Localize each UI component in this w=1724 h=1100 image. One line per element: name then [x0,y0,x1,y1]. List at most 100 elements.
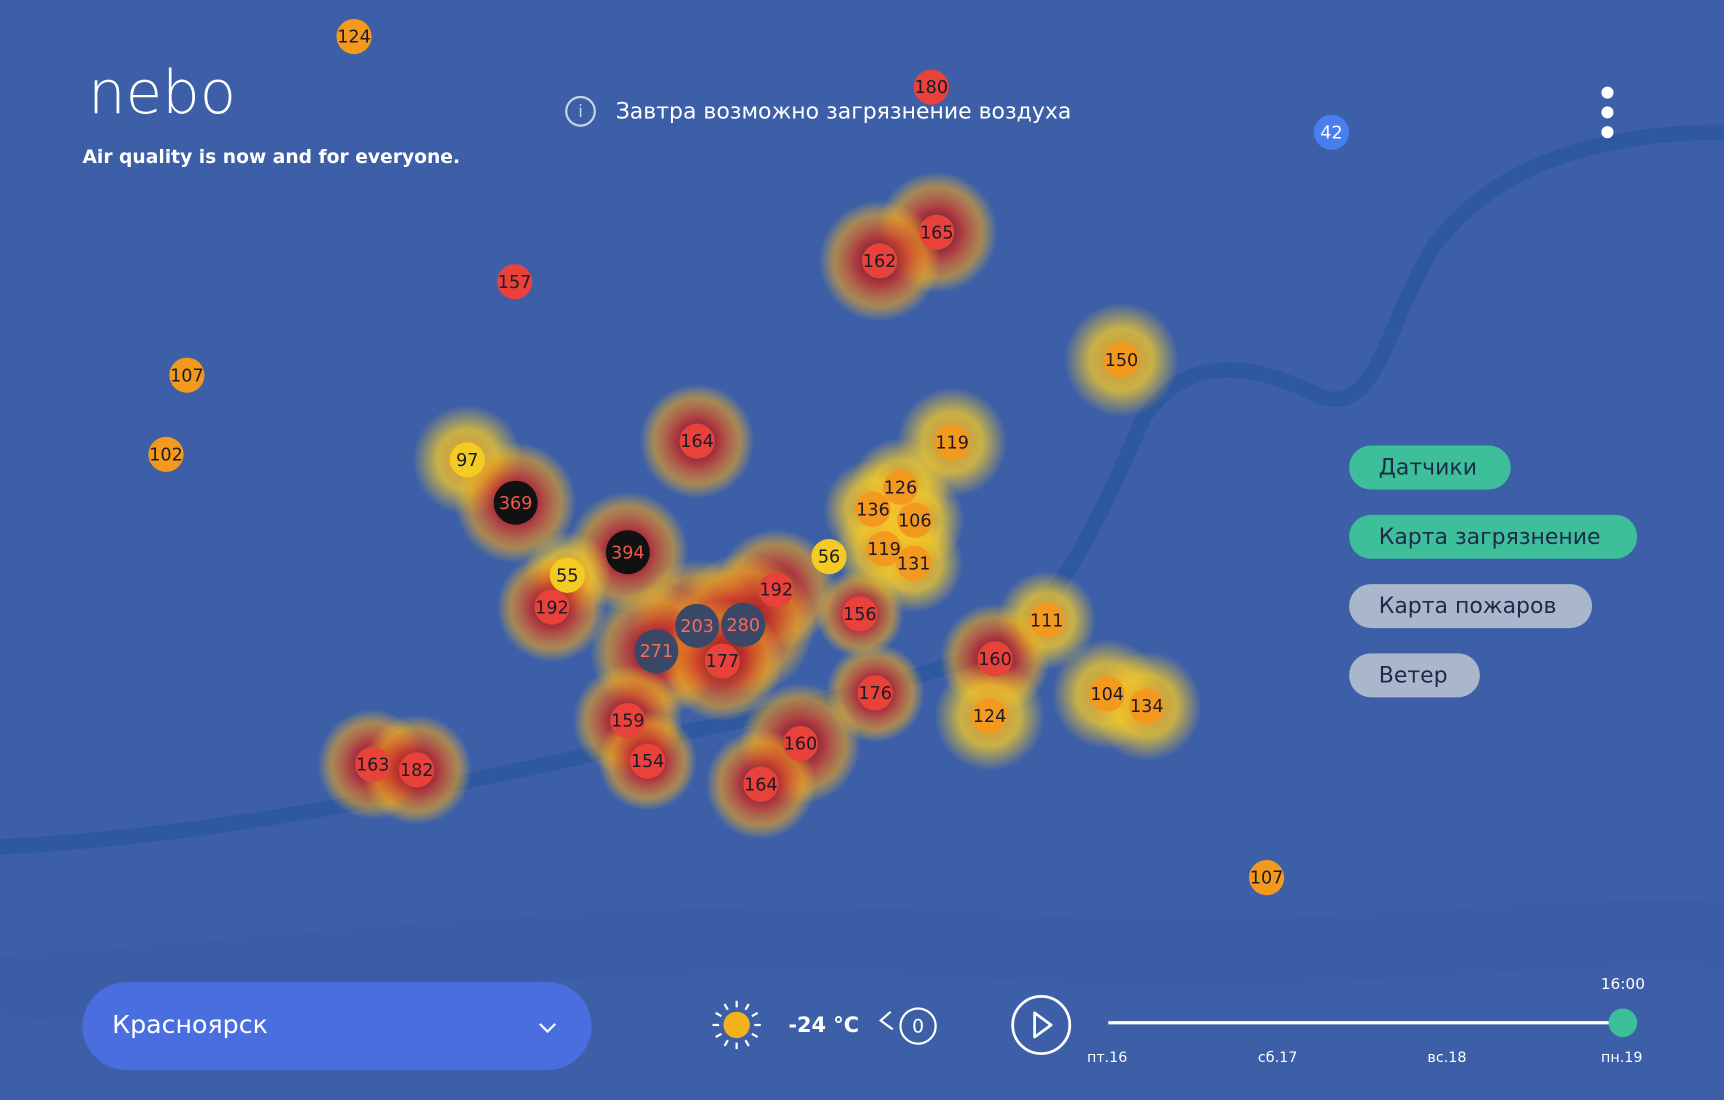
marker-value: 107 [1250,869,1284,889]
sun-ray [744,1039,750,1047]
marker-value: 124 [973,707,1007,727]
marker-value: 177 [706,652,740,672]
marker-dot[interactable] [934,424,970,460]
marker-dot[interactable] [148,436,184,472]
timeline-knob[interactable] [1608,1008,1638,1038]
marker-dot[interactable] [675,603,720,648]
city-name: Красноярск [112,1010,268,1039]
marker-value: 165 [920,223,954,243]
marker-dot[interactable] [971,698,1008,734]
marker-value: 104 [1090,685,1124,705]
layer-button-label: Карта пожаров [1379,594,1557,619]
marker-dot[interactable] [857,675,893,711]
marker-value: 55 [556,566,578,586]
marker-value: 369 [499,494,533,514]
layer-button-bg [1349,584,1593,629]
layer-button[interactable]: Ветер [1349,653,1480,698]
marker-value: 107 [170,366,204,386]
play-circle [1011,995,1072,1055]
marker-value: 192 [759,581,793,601]
marker-dot[interactable] [758,571,794,608]
day-label[interactable]: вс.18 [1427,1050,1466,1066]
day-label[interactable]: сб.17 [1258,1050,1297,1066]
marker-dot[interactable] [355,746,391,782]
marker-value: 106 [898,511,932,531]
marker-dot[interactable] [977,641,1013,677]
marker-dot[interactable] [855,491,891,527]
marker-value: 131 [897,554,931,574]
sun-ray [751,1011,759,1018]
marker-dot[interactable] [842,596,878,632]
marker-dot[interactable] [913,69,949,105]
menu-button[interactable] [1601,86,1614,139]
marker-value: 102 [149,445,183,465]
info-icon-glyph: i [578,102,583,121]
marker-dot[interactable] [782,725,819,762]
marker-dot[interactable] [897,502,933,538]
river [0,124,1724,855]
layer-button[interactable]: Датчики [1349,445,1511,490]
marker-dot[interactable] [721,602,766,647]
marker-value: 394 [611,543,645,563]
layer-button[interactable]: Карта пожаров [1349,584,1593,629]
marker-dot[interactable] [1029,602,1065,638]
sun-ray [723,1039,729,1047]
marker-dot[interactable] [743,766,779,802]
marker-value: 111 [1030,611,1064,631]
marker-dot[interactable] [169,357,205,393]
marker-dot[interactable] [610,702,646,739]
marker-value: 154 [631,752,665,772]
marker-dot[interactable] [336,18,372,55]
marker-dot[interactable] [896,545,932,581]
marker-value: 164 [680,432,714,452]
marker-value: 156 [843,605,877,625]
marker-dot[interactable] [882,469,919,505]
marker-dot[interactable] [449,442,485,478]
marker-dot[interactable] [496,264,533,300]
marker-dot[interactable] [1089,676,1125,712]
marker-dot[interactable] [862,243,898,279]
marker-dot[interactable] [605,530,650,575]
menu-dot [1601,126,1614,139]
marker-dot[interactable] [534,589,570,625]
marker-dot[interactable] [1103,342,1140,378]
marker-value: 136 [856,500,890,520]
marker-dot[interactable] [549,557,585,593]
marker-dot[interactable] [1313,114,1350,150]
marker-dot[interactable] [679,423,715,459]
layer-button[interactable]: Карта загрязнение [1349,514,1638,559]
menu-dot [1601,106,1614,119]
marker-dot[interactable] [399,752,435,788]
marker-dot[interactable] [704,643,740,679]
marker-value: 160 [784,735,818,755]
marker-dot[interactable] [1249,860,1285,896]
marker-dot[interactable] [919,214,955,250]
sun-icon [712,1000,761,1050]
marker-value: 160 [978,650,1012,670]
notice: Завтра возможно загрязнение воздуха [616,99,1072,124]
marker-value: 162 [863,252,897,272]
day-label[interactable]: пт.16 [1087,1050,1127,1066]
marker-value: 150 [1105,351,1139,371]
sun-ray [715,1032,722,1039]
layer-button-bg [1349,445,1511,490]
marker-value: 182 [400,761,434,781]
marker-value: 157 [498,273,532,293]
menu-dot [1601,86,1614,99]
marker-dot[interactable] [1129,688,1165,724]
marker-dot[interactable] [634,629,679,674]
marker-dot[interactable] [811,539,847,575]
city-selector[interactable]: Красноярск [82,982,592,1071]
marker-value: 134 [1130,697,1164,717]
marker-dot[interactable] [630,743,666,779]
layer-button-bg [1349,514,1638,559]
day-label[interactable]: пн.19 [1601,1050,1642,1066]
marker-dot[interactable] [493,480,538,525]
marker-value: 271 [640,642,674,662]
marker-value: 119 [867,540,901,560]
layer-button-label: Карта загрязнение [1379,525,1601,550]
play-button[interactable] [1011,995,1072,1055]
marker-dot[interactable] [866,531,902,567]
